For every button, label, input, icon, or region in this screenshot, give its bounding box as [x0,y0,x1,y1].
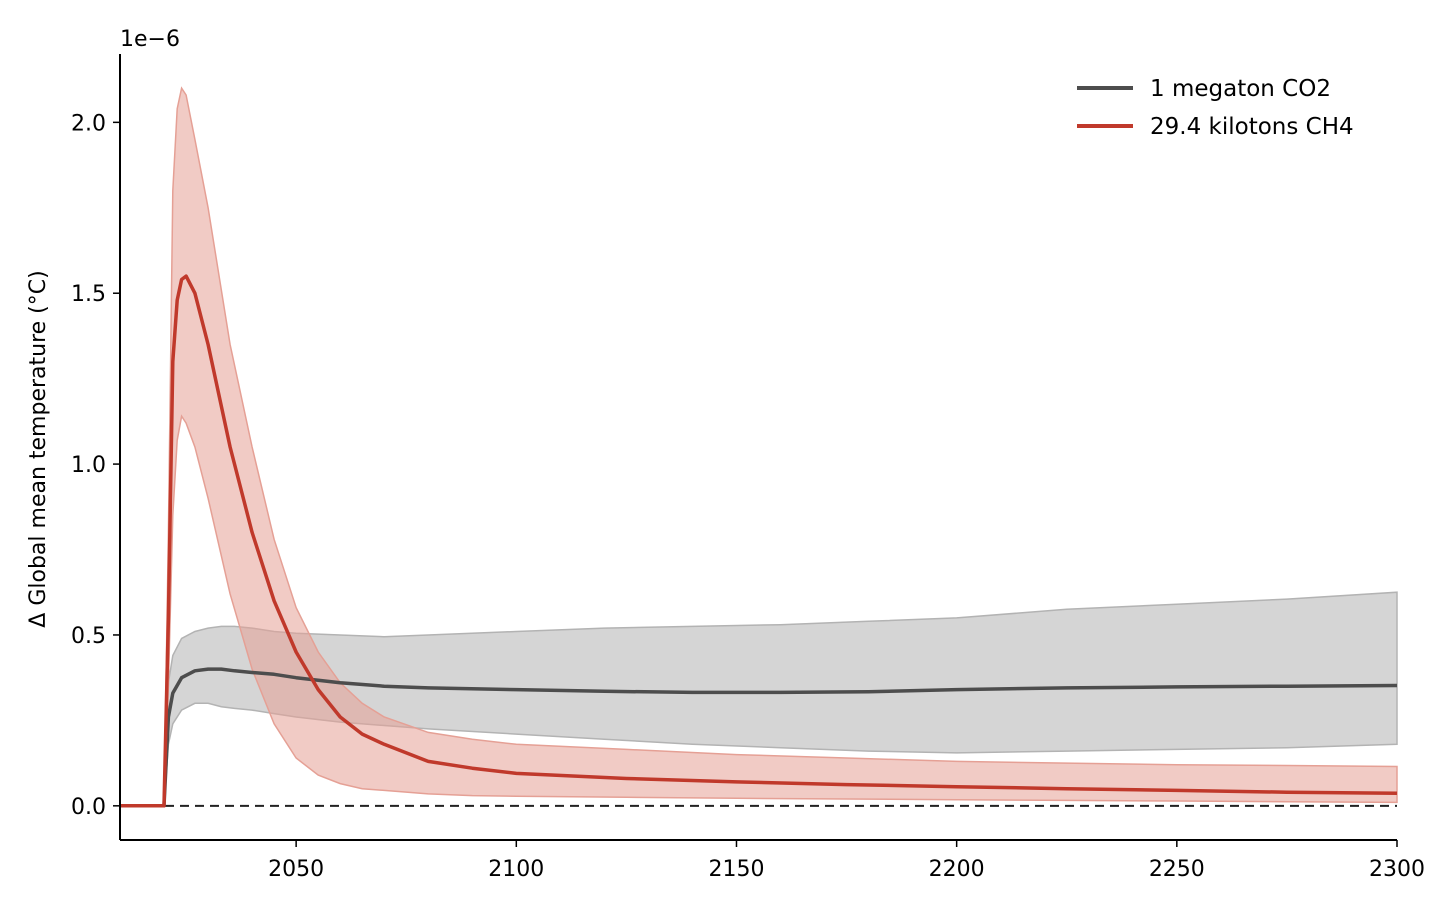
axes: 2050 2100 2150 2200 2250 2300 0.0 0.5 1.0 1.5 2.0 [71,54,1425,882]
1-megaton-co2-uncertainty-band [120,591,1398,807]
x-tick-label: 2100 [488,857,544,882]
x-tick-label: 2150 [708,857,764,882]
y-tick-label: 0.5 [71,624,106,649]
y-tick-label: 1.5 [71,282,106,307]
29-4-kilotons-ch4-legend-label: 29.4 kilotons CH4 [1150,114,1354,140]
x-tick-label: 2200 [929,857,985,882]
x-tick-label: 2050 [268,857,324,882]
1-megaton-co2-legend-label: 1 megaton CO2 [1150,76,1331,102]
y-tick-label: 2.0 [71,111,106,136]
y-offset-label: 1e−6 [120,27,180,52]
legend: 1 megaton CO2 29.4 kilotons CH4 [1077,76,1354,140]
x-tick-label: 2300 [1369,857,1425,882]
uncertainty-bands [120,86,1398,807]
1-megaton-co2-line [120,667,1398,808]
y-tick-label: 0.0 [71,795,106,820]
y-tick-label: 1.0 [71,453,106,478]
series-lines [120,274,1398,808]
29-4-kilotons-ch4-line [120,274,1398,808]
x-tick-label: 2250 [1149,857,1205,882]
y-axis-title: Δ Global mean temperature (°C) [26,270,51,627]
29-4-kilotons-ch4-uncertainty-band [120,86,1398,807]
